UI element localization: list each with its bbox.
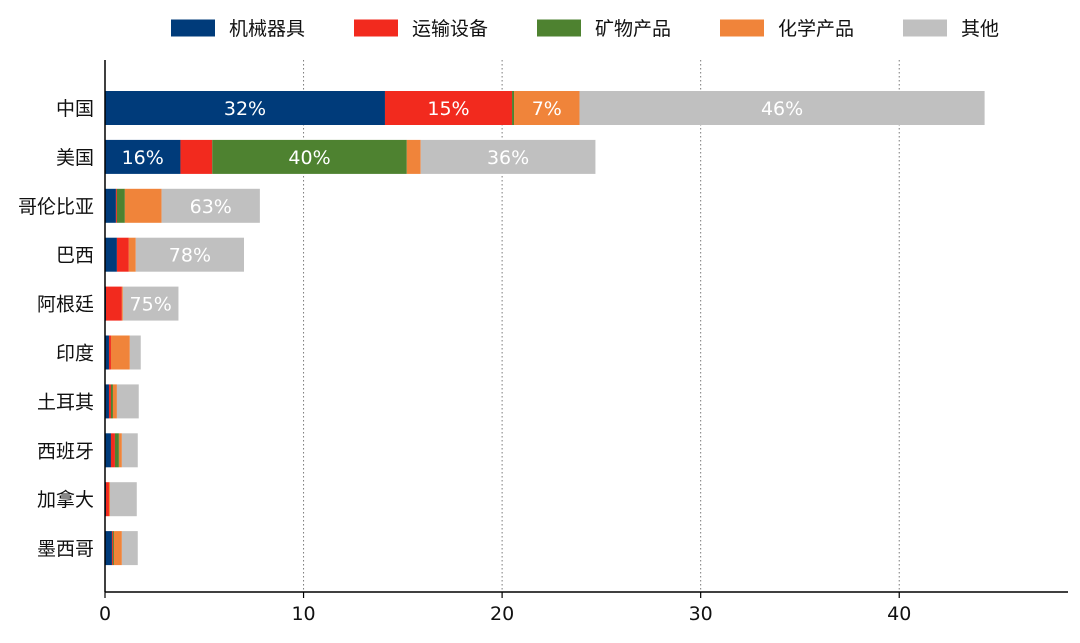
legend-swatch bbox=[354, 19, 398, 37]
bar-segment bbox=[124, 188, 162, 223]
x-tick-label: 20 bbox=[490, 603, 514, 625]
x-tick-label: 0 bbox=[99, 603, 111, 625]
bar-segment bbox=[420, 139, 596, 174]
bar-segment bbox=[105, 188, 116, 223]
bar-segment bbox=[113, 531, 122, 566]
legend-label: 化学产品 bbox=[778, 18, 854, 40]
y-tick-label: 墨西哥 bbox=[37, 538, 94, 560]
bar-segment bbox=[118, 433, 122, 468]
data-label: 32% bbox=[224, 98, 266, 120]
data-label: 46% bbox=[761, 98, 803, 120]
bar-segment bbox=[105, 384, 109, 419]
gridlines bbox=[303, 60, 900, 592]
bar-segment bbox=[105, 335, 109, 370]
bar-segment bbox=[121, 531, 138, 566]
data-label: 7% bbox=[532, 98, 562, 120]
bar-segment bbox=[116, 237, 129, 272]
bar-segment bbox=[129, 335, 141, 370]
data-label: 75% bbox=[130, 294, 172, 316]
y-tick-label: 中国 bbox=[56, 98, 94, 120]
legend-label: 运输设备 bbox=[412, 18, 488, 40]
legend-label: 机械器具 bbox=[229, 18, 305, 40]
bar-segment bbox=[112, 531, 114, 566]
bar-segment bbox=[161, 188, 260, 223]
bar-segment bbox=[108, 335, 111, 370]
y-tick-label: 哥伦比亚 bbox=[18, 196, 94, 218]
bar-segment bbox=[121, 433, 138, 468]
y-tick-label: 印度 bbox=[56, 343, 94, 365]
legend-swatch bbox=[537, 19, 581, 37]
bar-segment bbox=[122, 286, 179, 321]
bar-segment bbox=[110, 335, 130, 370]
data-label: 63% bbox=[190, 196, 232, 218]
legend-swatch bbox=[720, 19, 764, 37]
legend-label: 矿物产品 bbox=[595, 18, 671, 40]
bar-segment bbox=[579, 91, 985, 125]
bar-segment bbox=[105, 286, 122, 321]
bar-segment bbox=[116, 384, 139, 419]
bar-segment bbox=[121, 286, 123, 321]
data-label: 15% bbox=[427, 98, 469, 120]
data-label: 36% bbox=[487, 147, 529, 169]
y-tick-label: 加拿大 bbox=[37, 488, 94, 511]
bar-segment bbox=[105, 91, 385, 125]
bars: 32% 15% 7% 46% 16% 40% 36% 63% 78% 75% bbox=[105, 91, 985, 566]
y-tick-label: 土耳其 bbox=[37, 391, 94, 413]
bar-segment bbox=[512, 91, 515, 125]
bar-segment bbox=[110, 384, 113, 419]
y-tick-label: 西班牙 bbox=[37, 440, 94, 462]
x-tick-label: 10 bbox=[291, 603, 315, 625]
bar-segment bbox=[111, 531, 113, 566]
bar-segment bbox=[105, 139, 181, 174]
bar-segment bbox=[514, 91, 580, 125]
bar-segment bbox=[115, 188, 117, 223]
x-tick-label: 40 bbox=[887, 603, 911, 625]
y-tick-label: 巴西 bbox=[56, 245, 94, 267]
bar-segment bbox=[108, 384, 111, 419]
bar-segment bbox=[128, 237, 136, 272]
bar-segment bbox=[384, 91, 513, 125]
legend: 机械器具 运输设备 矿物产品 化学产品 其他 bbox=[171, 18, 999, 40]
bar-segment bbox=[108, 482, 110, 517]
bar-segment bbox=[110, 433, 115, 468]
legend-label: 其他 bbox=[961, 18, 999, 40]
bar-segment bbox=[180, 139, 213, 174]
x-tick-label: 30 bbox=[689, 603, 713, 625]
bar-segment bbox=[212, 139, 407, 174]
bar-segment bbox=[105, 237, 117, 272]
y-tick-label: 阿根廷 bbox=[37, 294, 94, 316]
data-label: 78% bbox=[169, 245, 211, 267]
bar-segment bbox=[112, 384, 117, 419]
legend-swatch bbox=[903, 19, 947, 37]
legend-swatch bbox=[171, 19, 215, 37]
bar-segment bbox=[135, 237, 244, 272]
bar-segment bbox=[105, 433, 111, 468]
bar-segment bbox=[109, 482, 137, 517]
bar-segment bbox=[114, 433, 119, 468]
data-label: 16% bbox=[122, 147, 164, 169]
bar-segment bbox=[105, 482, 109, 517]
data-label: 40% bbox=[288, 147, 330, 169]
bar-segment bbox=[406, 139, 421, 174]
y-tick-label: 美国 bbox=[56, 147, 94, 169]
bar-segment bbox=[116, 188, 125, 223]
bar-segment bbox=[105, 531, 112, 566]
